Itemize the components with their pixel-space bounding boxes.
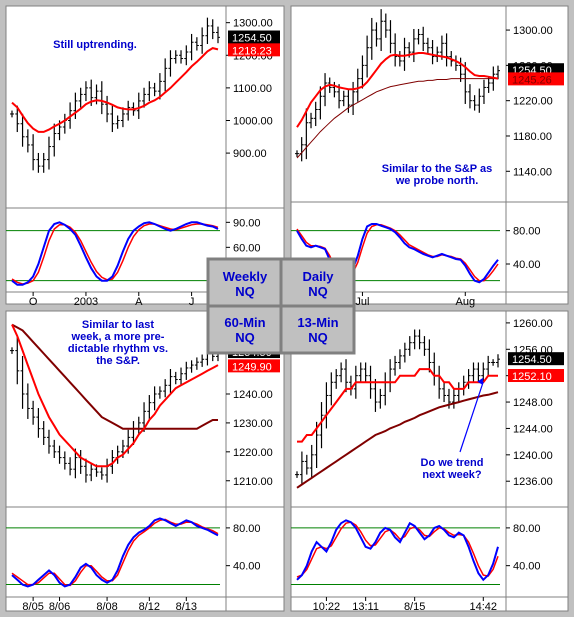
chart-annotation: Similar to the S&P as	[382, 163, 492, 175]
price-tick-label: 1210.00	[233, 476, 273, 488]
moving-average	[11, 47, 219, 133]
oscillator-d-line	[296, 224, 499, 282]
chart-panel-daily: 1140.001180.001220.001260.001300.001254.…	[290, 5, 569, 308]
time-tick-label: 14:42	[470, 601, 498, 613]
moving-average	[11, 324, 219, 468]
chart-annotation: we probe north.	[395, 175, 479, 187]
price-tick-label: 1240.00	[233, 389, 273, 401]
ma-price-tag	[228, 359, 280, 373]
ma-price-tag	[228, 43, 280, 57]
time-tick-label: 13:11	[352, 601, 379, 613]
price-bars	[10, 17, 220, 173]
time-tick-label: 2003	[74, 296, 98, 308]
time-tick-label: J	[189, 296, 195, 308]
price-tick-label: 1236.00	[513, 476, 553, 488]
price-tick-label: 900.00	[233, 148, 267, 160]
time-tick-label: 8/12	[139, 601, 160, 613]
chart-panel-13-min: 1236.001240.001244.001248.001252.001256.…	[290, 310, 569, 613]
price-tick-label: 1140.00	[513, 166, 552, 178]
time-tick-label: Jul	[355, 296, 369, 308]
moving-average	[296, 52, 499, 128]
chart-annotation: Still uptrending.	[53, 39, 137, 51]
current-price-tag	[508, 352, 564, 366]
chart-annotation: Similar to last	[82, 319, 154, 331]
oscillator-d-line	[11, 223, 219, 285]
chart-annotation: dictable rhythm vs.	[68, 343, 168, 355]
legend-label-weekly-line1: Weekly	[223, 269, 268, 284]
price-tick-label: 1300.00	[233, 18, 273, 30]
chart-annotation: Do we trend	[421, 457, 484, 469]
oscillator-tick-label: 40.00	[513, 561, 541, 573]
ma-price-tag	[508, 72, 564, 86]
price-bars	[10, 337, 220, 483]
price-tick-label: 1230.00	[233, 418, 273, 430]
chart-panel-weekly: 900.001000.001100.001200.001300.001254.5…	[5, 5, 285, 308]
annotation-arrowhead	[477, 377, 484, 385]
chart-annotation: week, a more pre-	[71, 331, 165, 343]
price-tick-label: 1100.00	[233, 83, 272, 95]
time-tick-label: 8/13	[176, 601, 197, 613]
price-tick-label: 1220.00	[233, 447, 273, 459]
oscillator-tick-label: 40.00	[513, 259, 541, 271]
price-bars	[295, 329, 500, 485]
chart-panel-60-min: 1210.001220.001230.001240.001254.501249.…	[5, 310, 285, 613]
legend-label-sixty-line1: 60-Min	[224, 315, 265, 330]
time-tick-label: O	[29, 296, 38, 308]
oscillator-k-line	[296, 519, 499, 582]
oscillator-tick-label: 80.00	[513, 523, 541, 535]
time-tick-label: 8/05	[22, 601, 43, 613]
price-tick-label: 1300.00	[513, 25, 553, 37]
moving-average-long	[296, 391, 499, 489]
oscillator-d-line	[11, 518, 219, 587]
price-tick-label: 1260.00	[513, 318, 553, 330]
time-tick-label: A	[135, 296, 143, 308]
price-tick-label: 1180.00	[513, 131, 552, 143]
oscillator-tick-label: 80.00	[233, 523, 261, 535]
oscillator-tick-label: 40.00	[233, 561, 261, 573]
time-tick-label: 8/15	[404, 601, 425, 613]
price-tick-label: 1220.00	[513, 96, 553, 108]
moving-average	[297, 368, 498, 443]
price-tick-label: 1000.00	[233, 115, 273, 127]
oscillator-tick-label: 90.00	[233, 217, 261, 229]
current-price-label: 1254.50	[232, 33, 272, 45]
legend-label-thirteen-line2: NQ	[308, 330, 328, 345]
ma-price-label: 1245.26	[512, 74, 552, 86]
price-tick-label: 1244.00	[513, 423, 553, 435]
time-tick-label: Aug	[455, 296, 475, 308]
ma-price-tag	[508, 369, 564, 383]
chart-annotation: next week?	[422, 469, 482, 481]
legend-label-weekly-line2: NQ	[235, 284, 255, 299]
ma-price-label: 1249.90	[232, 361, 272, 373]
legend-label-thirteen-line1: 13-Min	[297, 315, 338, 330]
annotation-arrow	[459, 381, 484, 453]
ma-price-label: 1218.23	[232, 45, 272, 57]
time-tick-label: 10:22	[313, 601, 341, 613]
current-price-tag	[228, 30, 280, 44]
oscillator-k-line	[11, 221, 219, 286]
time-tick-label: 8/06	[49, 601, 70, 613]
moving-average-long	[296, 78, 498, 159]
ma-price-label: 1252.10	[512, 371, 552, 383]
current-price-label: 1254.50	[512, 354, 552, 366]
chart-annotation: the S&P.	[96, 355, 140, 367]
oscillator-tick-label: 60.00	[233, 242, 261, 254]
legend-label-daily-line1: Daily	[302, 269, 334, 284]
legend-label-sixty-line2: NQ	[235, 330, 255, 345]
moving-average-long	[11, 323, 218, 430]
legend-label-daily-line2: NQ	[308, 284, 328, 299]
price-tick-label: 1248.00	[513, 397, 553, 409]
panel-background	[290, 5, 569, 305]
oscillator-k-line	[11, 517, 219, 588]
time-tick-label: 8/08	[96, 601, 117, 613]
price-tick-label: 1240.00	[513, 450, 553, 462]
oscillator-tick-label: 80.00	[513, 226, 541, 238]
